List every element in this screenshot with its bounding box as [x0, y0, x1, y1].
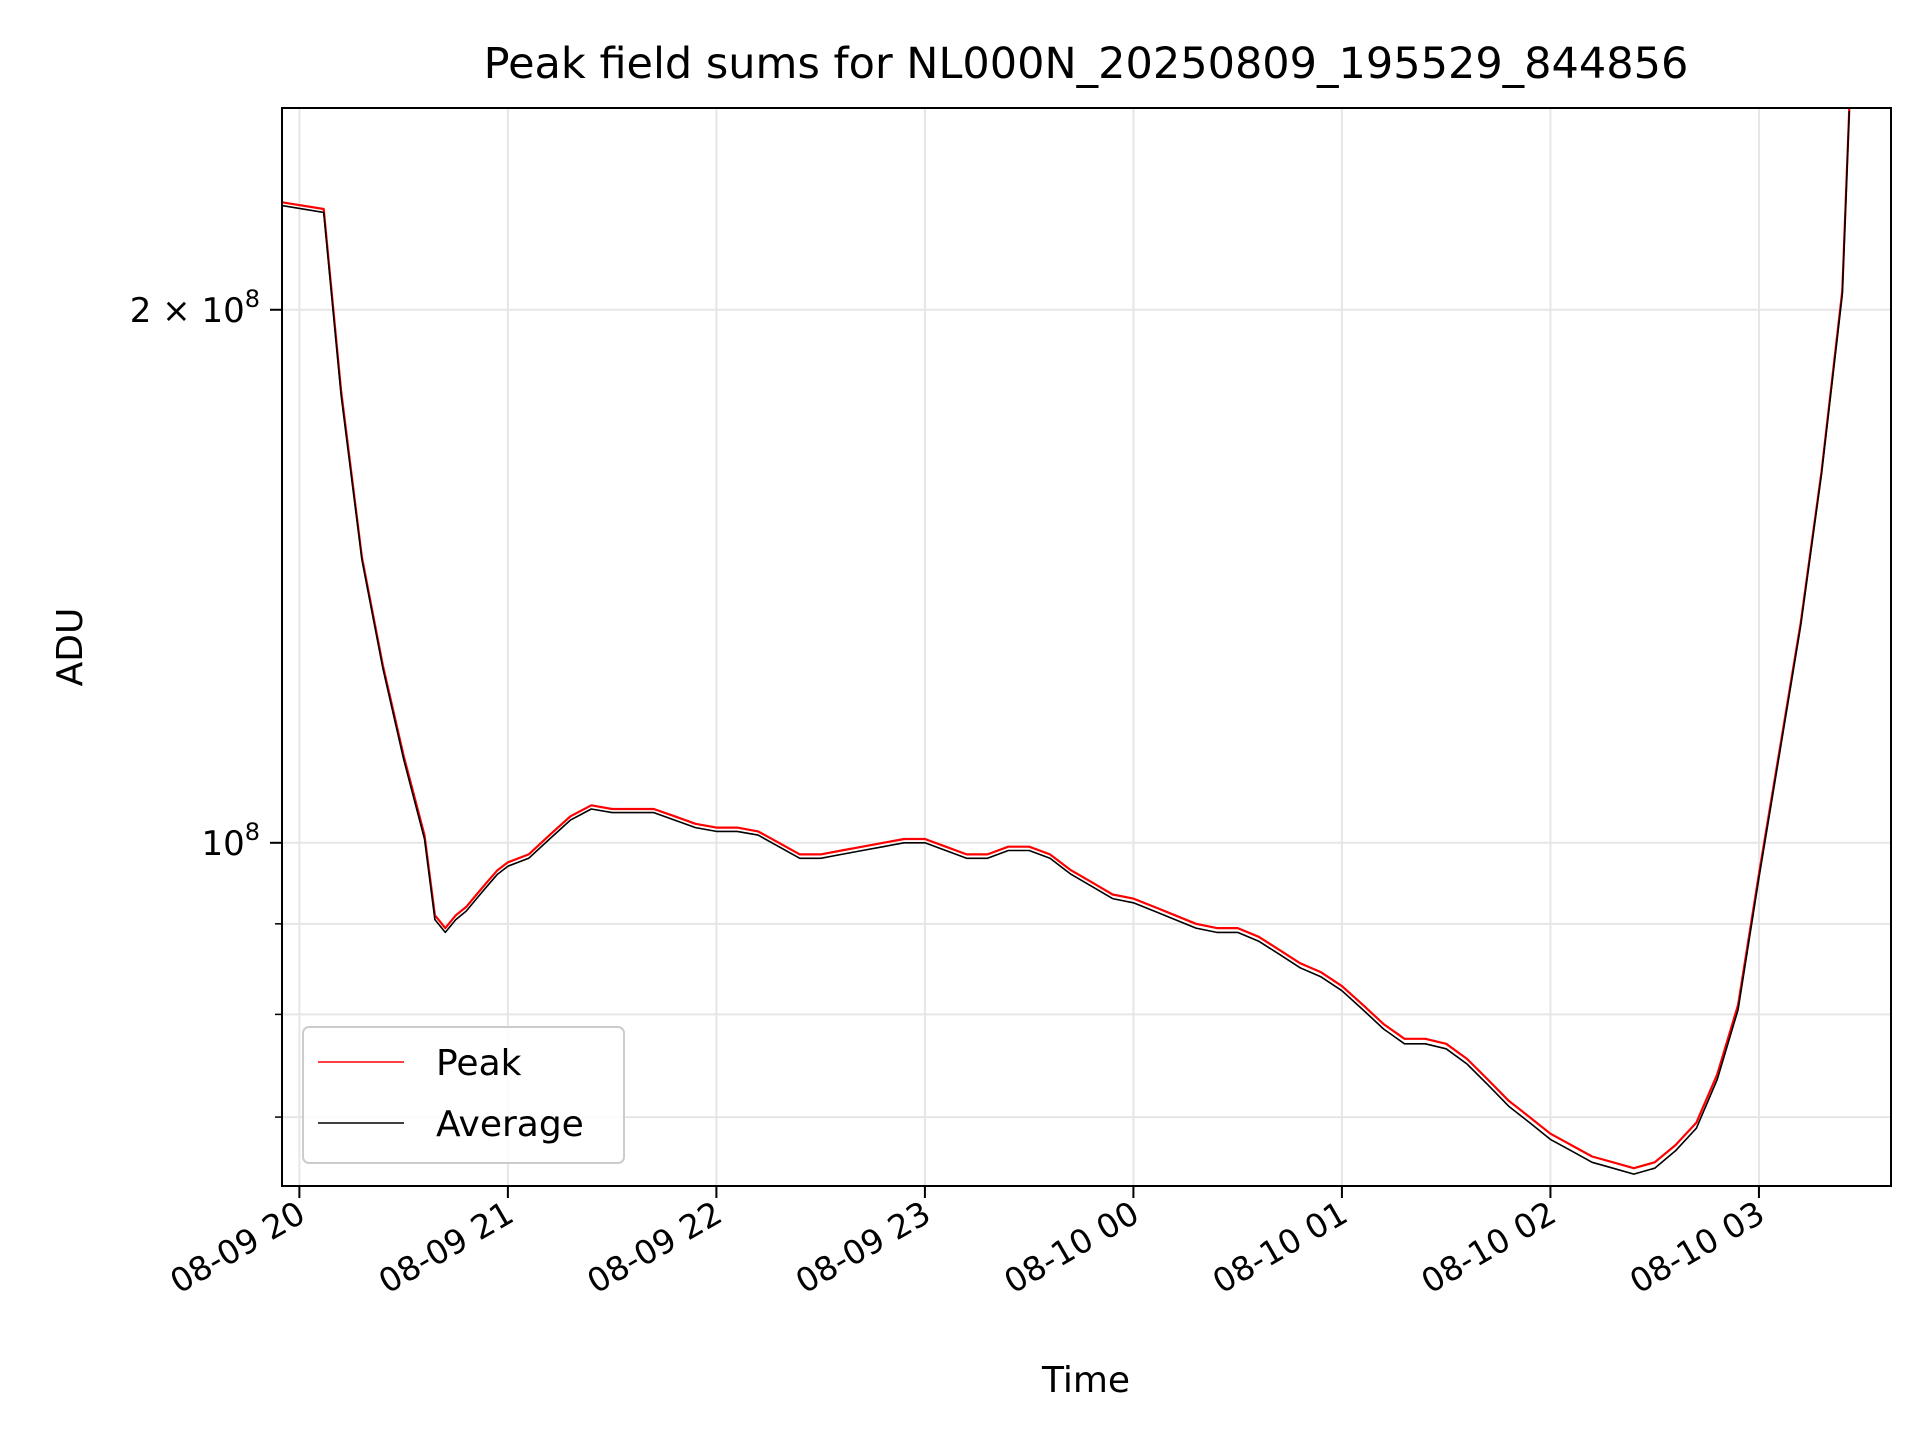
- x-axis-label: Time: [1041, 1360, 1130, 1401]
- chart-title: Peak field sums for NL000N_20250809_1955…: [484, 39, 1689, 89]
- plot-frame: [281, 107, 1892, 1187]
- series-layer: [282, 108, 1851, 1175]
- series-line-peak: [282, 108, 1851, 1170]
- legend: Peak Average: [302, 1026, 625, 1164]
- legend-label-peak: Peak: [436, 1043, 522, 1084]
- y-axis-label: ADU: [50, 608, 91, 687]
- y-axis-ticks: 108 2 × 108: [130, 285, 282, 1118]
- y-tick-label: 108: [201, 818, 260, 864]
- y-tick-label: 2 × 108: [130, 285, 260, 331]
- series-line-average: [282, 110, 1851, 1175]
- legend-label-average: Average: [436, 1104, 584, 1145]
- legend-box: [302, 1026, 625, 1164]
- plot-area-background: [282, 108, 1891, 1186]
